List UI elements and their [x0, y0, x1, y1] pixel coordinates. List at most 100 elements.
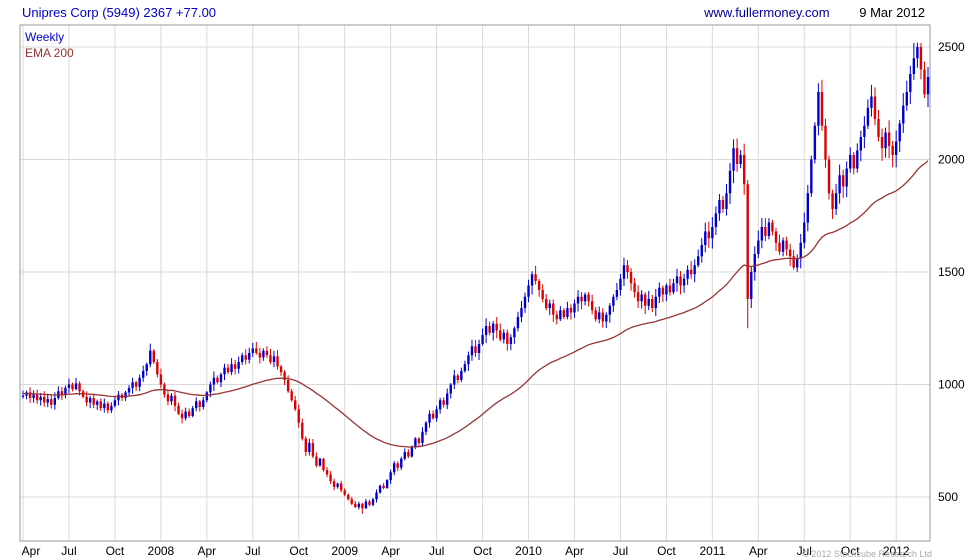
candle [134, 380, 138, 391]
source-url[interactable]: www.fullermoney.com [704, 5, 830, 20]
candle-body [414, 438, 417, 448]
candle [110, 402, 113, 414]
candle [368, 499, 371, 507]
candle-body [421, 431, 424, 443]
candle-body [820, 92, 824, 126]
candle-body [799, 242, 802, 259]
candle [315, 452, 318, 468]
candle [43, 391, 46, 407]
x-axis-label: 2009 [331, 544, 358, 558]
candle [202, 396, 205, 410]
candle-body [566, 308, 569, 317]
candle [198, 399, 201, 412]
candle [50, 394, 53, 409]
candle-body [50, 399, 53, 405]
candle-body [484, 326, 488, 335]
candle [817, 83, 820, 136]
candle-body [905, 92, 908, 106]
candle-body [619, 278, 622, 290]
candle [156, 359, 159, 378]
candle [849, 147, 852, 173]
candle [431, 410, 435, 420]
y-axis-label: 500 [938, 490, 958, 504]
candle [552, 299, 555, 323]
candle-body [474, 346, 477, 353]
candle-body [704, 231, 707, 245]
candle-body [838, 175, 841, 194]
candle-body [555, 314, 559, 320]
candle-body [424, 422, 428, 432]
candle-body [601, 312, 604, 322]
candle [810, 155, 813, 197]
candle [474, 340, 477, 357]
candle-body [788, 249, 792, 257]
candle-body [43, 396, 46, 403]
candle [272, 350, 276, 368]
candle [308, 438, 311, 456]
candle-body [654, 296, 657, 308]
candle [541, 284, 544, 303]
candle-body [817, 92, 820, 126]
candle-body [757, 240, 760, 254]
x-axis-label: 2008 [148, 544, 175, 558]
candle [382, 483, 385, 490]
x-axis-label: Apr [381, 544, 400, 558]
candle-body [385, 480, 389, 488]
legend-weekly: Weekly [25, 30, 65, 44]
candle-body [343, 490, 346, 495]
candle-body [633, 283, 636, 293]
candle [184, 407, 187, 421]
candle-body [269, 355, 272, 362]
candle-body [149, 350, 152, 365]
candle [460, 367, 463, 383]
candle-body [156, 362, 159, 375]
candle-body [322, 458, 325, 470]
candle-body [233, 364, 237, 369]
candle-body [392, 463, 396, 473]
candle [35, 389, 39, 404]
candle-body [739, 155, 742, 164]
candle [640, 290, 643, 309]
candle-body [382, 485, 385, 488]
candle [301, 418, 304, 441]
candle [608, 303, 612, 323]
candle-body [106, 403, 110, 411]
candle-body [495, 323, 498, 331]
candle [689, 261, 693, 279]
candle-body [339, 483, 343, 491]
x-axis-label: Oct [473, 544, 492, 558]
candle [767, 218, 771, 240]
candle [170, 393, 173, 405]
candle [117, 391, 120, 406]
candle [884, 127, 887, 158]
candle [400, 456, 403, 471]
x-axis-label: Apr [22, 544, 41, 558]
candle [470, 339, 474, 361]
candle [672, 278, 675, 295]
ema-line [22, 160, 929, 448]
candle [513, 326, 516, 345]
candle [725, 183, 728, 216]
candle [159, 368, 163, 389]
candle [449, 382, 452, 399]
candle-body [375, 492, 378, 500]
x-axis-label: Jul [613, 544, 628, 558]
candle [824, 118, 827, 168]
candle [732, 139, 735, 184]
candle [106, 401, 110, 414]
candle [537, 278, 541, 297]
candle-body [714, 213, 718, 227]
candle [704, 222, 707, 253]
candle-body [477, 344, 481, 353]
candle [866, 99, 870, 129]
candle [658, 282, 661, 304]
candle [912, 43, 916, 80]
candle-body [679, 276, 682, 286]
candle-body [916, 47, 919, 59]
candle-body [753, 254, 756, 272]
candle-body [523, 296, 527, 308]
candle-body [138, 377, 141, 387]
candle-body [251, 348, 254, 353]
candle [838, 164, 841, 204]
